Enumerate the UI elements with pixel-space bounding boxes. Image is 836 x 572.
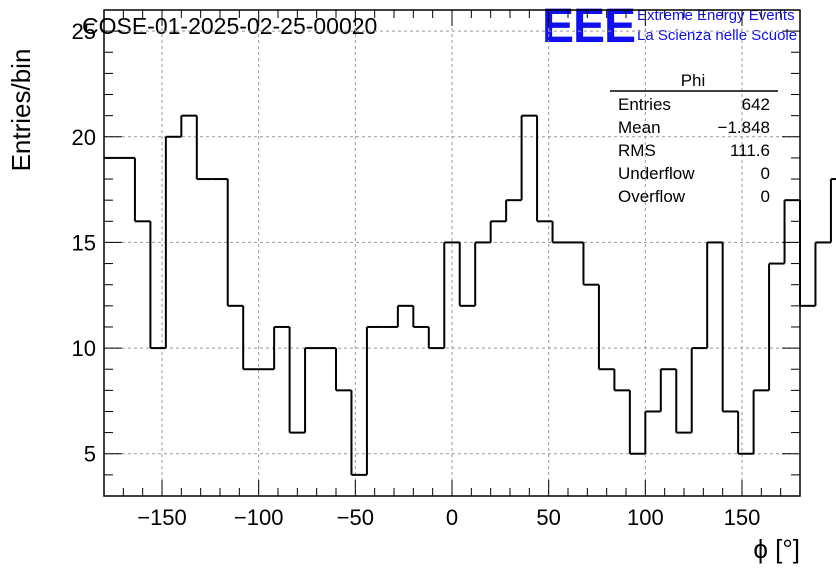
x-tick-label: 0 <box>446 505 458 530</box>
chart-title: COSE-01-2025-02-25-00020 <box>82 13 377 39</box>
x-tick-label: −50 <box>337 505 374 530</box>
x-tick-label: −150 <box>137 505 187 530</box>
y-tick-label: 15 <box>72 230 96 255</box>
stats-entries-label: Entries <box>618 95 671 114</box>
y-tick-label: 10 <box>72 336 96 361</box>
axis-ticks <box>103 9 801 497</box>
stats-title: Phi <box>681 71 706 90</box>
stats-overflow-label: Overflow <box>618 187 686 206</box>
histogram-series <box>104 114 836 476</box>
logo-subtitle-line1: Extreme Energy Events <box>637 7 795 24</box>
stats-overflow-value: 0 <box>761 187 770 206</box>
y-axis-label: Entries/bin <box>6 49 36 172</box>
stats-rms-label: RMS <box>618 141 656 160</box>
stats-entries-value: 642 <box>742 95 770 114</box>
stats-mean-value: −1.848 <box>718 118 770 137</box>
y-tick-label: 5 <box>84 442 96 467</box>
x-tick-label: 150 <box>724 505 761 530</box>
eee-logo: EEE <box>542 0 635 53</box>
y-tick-label: 25 <box>72 19 96 44</box>
x-tick-label: 100 <box>627 505 664 530</box>
y-tick-label: 20 <box>72 125 96 150</box>
stats-box: Phi Entries 642 Mean −1.848 RMS 111.6 Un… <box>610 71 778 206</box>
x-tick-label: −100 <box>234 505 284 530</box>
x-axis-label: ϕ [°] <box>753 534 800 564</box>
stats-mean-label: Mean <box>618 118 661 137</box>
stats-rms-value: 111.6 <box>730 141 770 160</box>
stats-underflow-value: 0 <box>761 164 770 183</box>
logo-subtitle-line2: La Scienza nelle Scuole <box>637 27 797 44</box>
stats-underflow-label: Underflow <box>618 164 695 183</box>
x-tick-label: 50 <box>536 505 560 530</box>
tick-labels: −150 −100 −50 0 50 100 150 5 10 15 20 25 <box>72 19 761 530</box>
